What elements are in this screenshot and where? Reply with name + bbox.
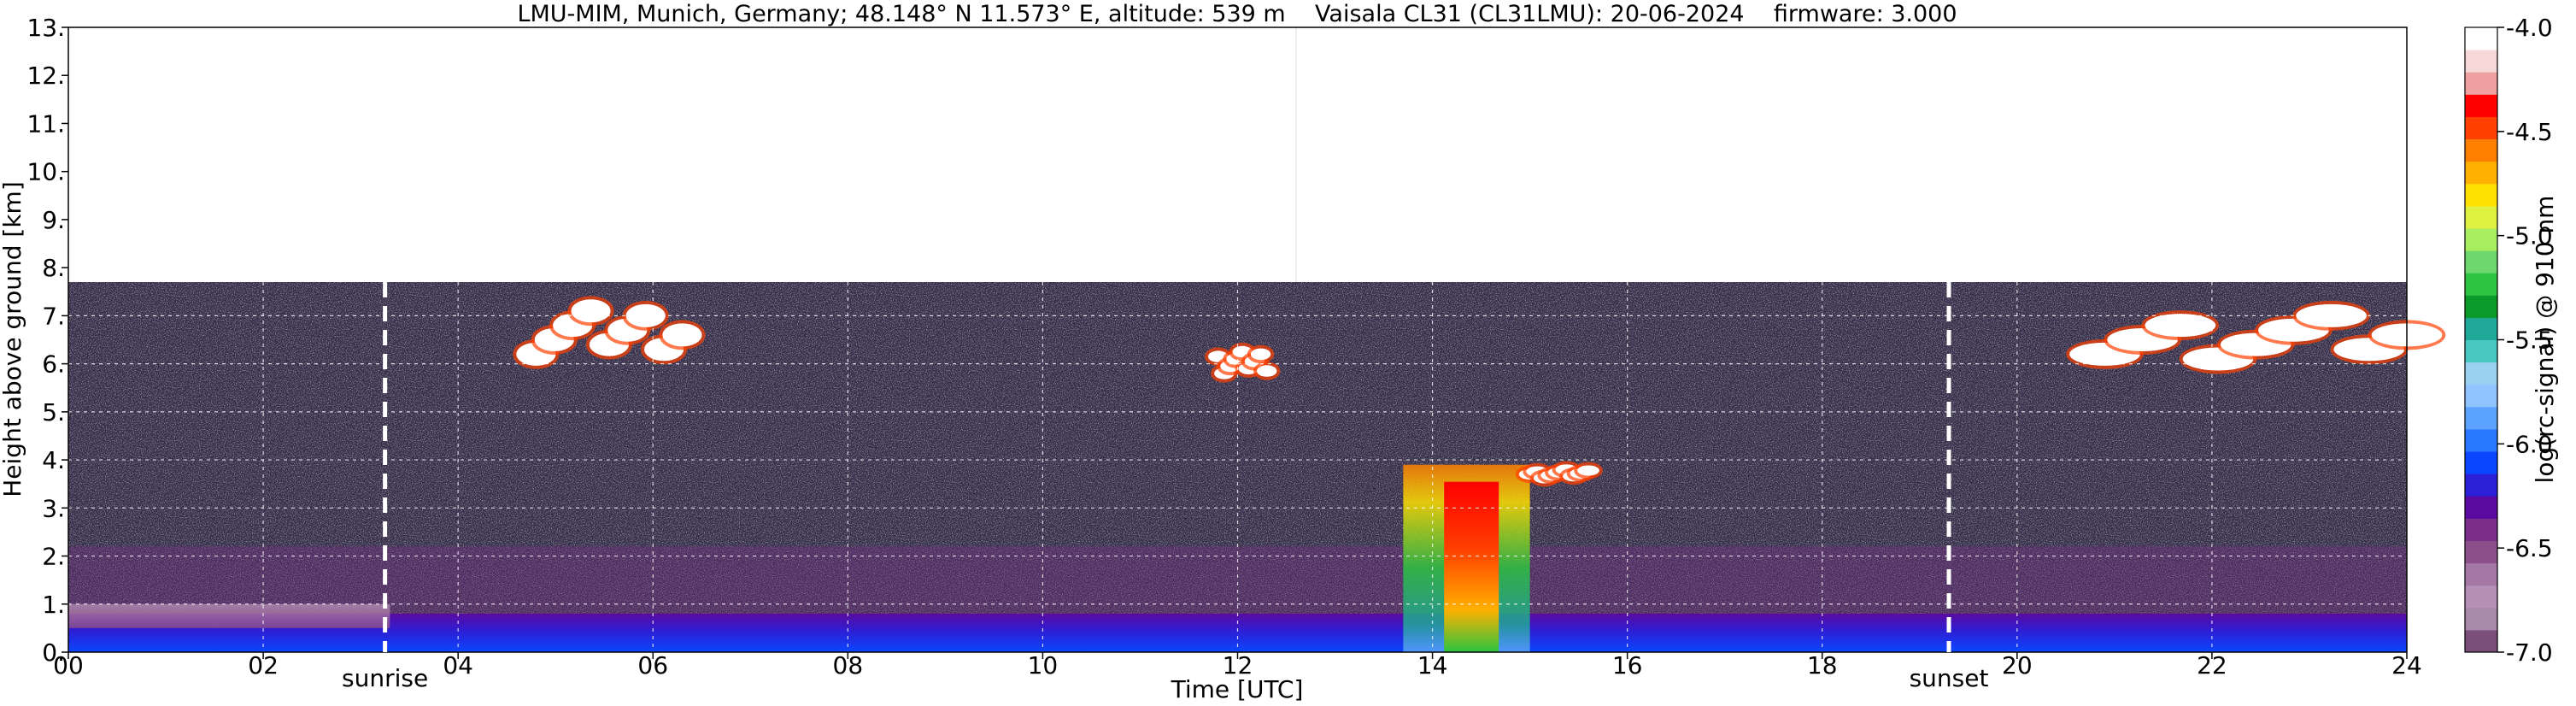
annotations: sunrise sunset bbox=[342, 282, 1988, 692]
y-tick-label: 11. bbox=[26, 109, 65, 138]
colorbar: -7.0 -6.5 -6.0 -5.5 -5.0 -4.5 -4.0 bbox=[2464, 14, 2553, 667]
y-tick-label: 4. bbox=[42, 446, 65, 474]
x-tick-label: 00 bbox=[53, 651, 84, 680]
cloud-feature bbox=[513, 296, 706, 369]
colorbar-segment bbox=[2465, 72, 2497, 95]
colorbar-segment bbox=[2465, 27, 2497, 50]
y-tick-label: 8. bbox=[42, 254, 65, 282]
colorbar-segment bbox=[2465, 250, 2497, 274]
y-tick-label: 3. bbox=[42, 494, 65, 522]
colorbar-segment bbox=[2465, 562, 2497, 586]
colorbar-segment bbox=[2465, 518, 2497, 541]
colorbar-tick-label: -6.0 bbox=[2506, 430, 2553, 458]
colorbar-segment bbox=[2465, 161, 2497, 185]
colorbar-segment bbox=[2465, 116, 2497, 140]
sun-event-label: sunset bbox=[1910, 664, 1989, 692]
cloud-feature bbox=[2066, 300, 2446, 374]
colorbar-segment bbox=[2465, 540, 2497, 564]
cloud-core bbox=[2145, 314, 2216, 338]
y-tick-label: 13. bbox=[26, 14, 65, 42]
x-tick-label: 24 bbox=[2391, 651, 2422, 680]
cloud-core bbox=[1257, 365, 1277, 377]
colorbar-segment bbox=[2465, 227, 2497, 251]
colorbar-tick-label: -4.0 bbox=[2506, 14, 2553, 42]
colorbar-tick-label: -6.5 bbox=[2506, 534, 2553, 562]
colorbar-segment bbox=[2465, 496, 2497, 519]
precipitation-feature bbox=[1403, 464, 1530, 652]
y-tick-label: 5. bbox=[42, 398, 65, 427]
x-tick-label: 22 bbox=[2197, 651, 2227, 680]
colorbar-segment bbox=[2465, 451, 2497, 474]
x-tick-label: 04 bbox=[443, 651, 473, 680]
y-tick-label: 12. bbox=[26, 62, 65, 90]
cloud-core bbox=[662, 323, 702, 347]
colorbar-segment bbox=[2465, 362, 2497, 385]
x-tick-label: 06 bbox=[637, 651, 668, 680]
y-axis: 0. 1. 2. 3. 4. 5. 6. 7. 8. 9. 10. 11. 12. 13. bbox=[26, 14, 68, 667]
x-tick-label: 10 bbox=[1028, 651, 1059, 680]
colorbar-segment bbox=[2465, 138, 2497, 162]
colorbar-segment bbox=[2465, 629, 2497, 653]
colorbar-tick-label: -5.0 bbox=[2506, 222, 2553, 250]
x-tick-label: 12 bbox=[1223, 651, 1253, 680]
x-tick-label: 02 bbox=[248, 651, 279, 680]
colorbar-segment bbox=[2465, 273, 2497, 296]
x-axis-label: Time [UTC] bbox=[1171, 675, 1304, 703]
colorbar-tick-label: -5.5 bbox=[2506, 327, 2553, 355]
y-tick-label: 7. bbox=[42, 302, 65, 330]
y-axis-label: Height above ground [km] bbox=[0, 181, 26, 497]
colorbar-segment bbox=[2465, 585, 2497, 609]
colorbar-segment bbox=[2465, 205, 2497, 229]
cloud-feature bbox=[1515, 461, 1603, 487]
colorbar-segment bbox=[2465, 607, 2497, 631]
y-tick-label: 6. bbox=[42, 350, 65, 379]
y-tick-label: 2. bbox=[42, 543, 65, 571]
x-tick-label: 08 bbox=[833, 651, 864, 680]
colorbar-segment bbox=[2465, 183, 2497, 207]
cloud-core bbox=[571, 299, 611, 323]
colorbar-tick-label: -4.5 bbox=[2506, 118, 2553, 146]
precip-core bbox=[1444, 481, 1499, 652]
y-tick-label: 1. bbox=[42, 591, 65, 619]
colorbar-segment bbox=[2465, 339, 2497, 363]
colorbar-segment bbox=[2465, 384, 2497, 408]
colorbar-label: log(rc-signal) @ 910 nm bbox=[2531, 196, 2559, 484]
colorbar-segment bbox=[2465, 428, 2497, 452]
chart-title: LMU-MIM, Munich, Germany; 48.148° N 11.5… bbox=[517, 1, 1957, 27]
sun-event-label: sunrise bbox=[342, 664, 428, 692]
cloud-feature bbox=[1204, 342, 1281, 383]
x-axis: 00 02 04 06 08 10 12 14 16 18 20 22 24 bbox=[53, 651, 2422, 680]
colorbar-segment bbox=[2465, 406, 2497, 430]
colorbar-tick-label: -7.0 bbox=[2506, 638, 2553, 667]
cloud-core bbox=[1577, 465, 1599, 476]
cloud-core bbox=[1250, 348, 1271, 361]
x-tick-label: 16 bbox=[1612, 651, 1643, 680]
y-tick-label: 9. bbox=[42, 206, 65, 234]
x-tick-label: 20 bbox=[2002, 651, 2033, 680]
colorbar-segment bbox=[2465, 474, 2497, 497]
y-tick-label: 10. bbox=[26, 158, 65, 186]
elevated-layer-feature bbox=[68, 603, 390, 628]
data-layer bbox=[68, 282, 2446, 652]
x-tick-label: 14 bbox=[1417, 651, 1448, 680]
y-tick-label: 0. bbox=[42, 638, 65, 667]
colorbar-segment bbox=[2465, 295, 2497, 318]
colorbar-segment bbox=[2465, 94, 2497, 117]
x-tick-label: 18 bbox=[1807, 651, 1838, 680]
colorbar-segment bbox=[2465, 50, 2497, 73]
colorbar-segment bbox=[2465, 317, 2497, 340]
